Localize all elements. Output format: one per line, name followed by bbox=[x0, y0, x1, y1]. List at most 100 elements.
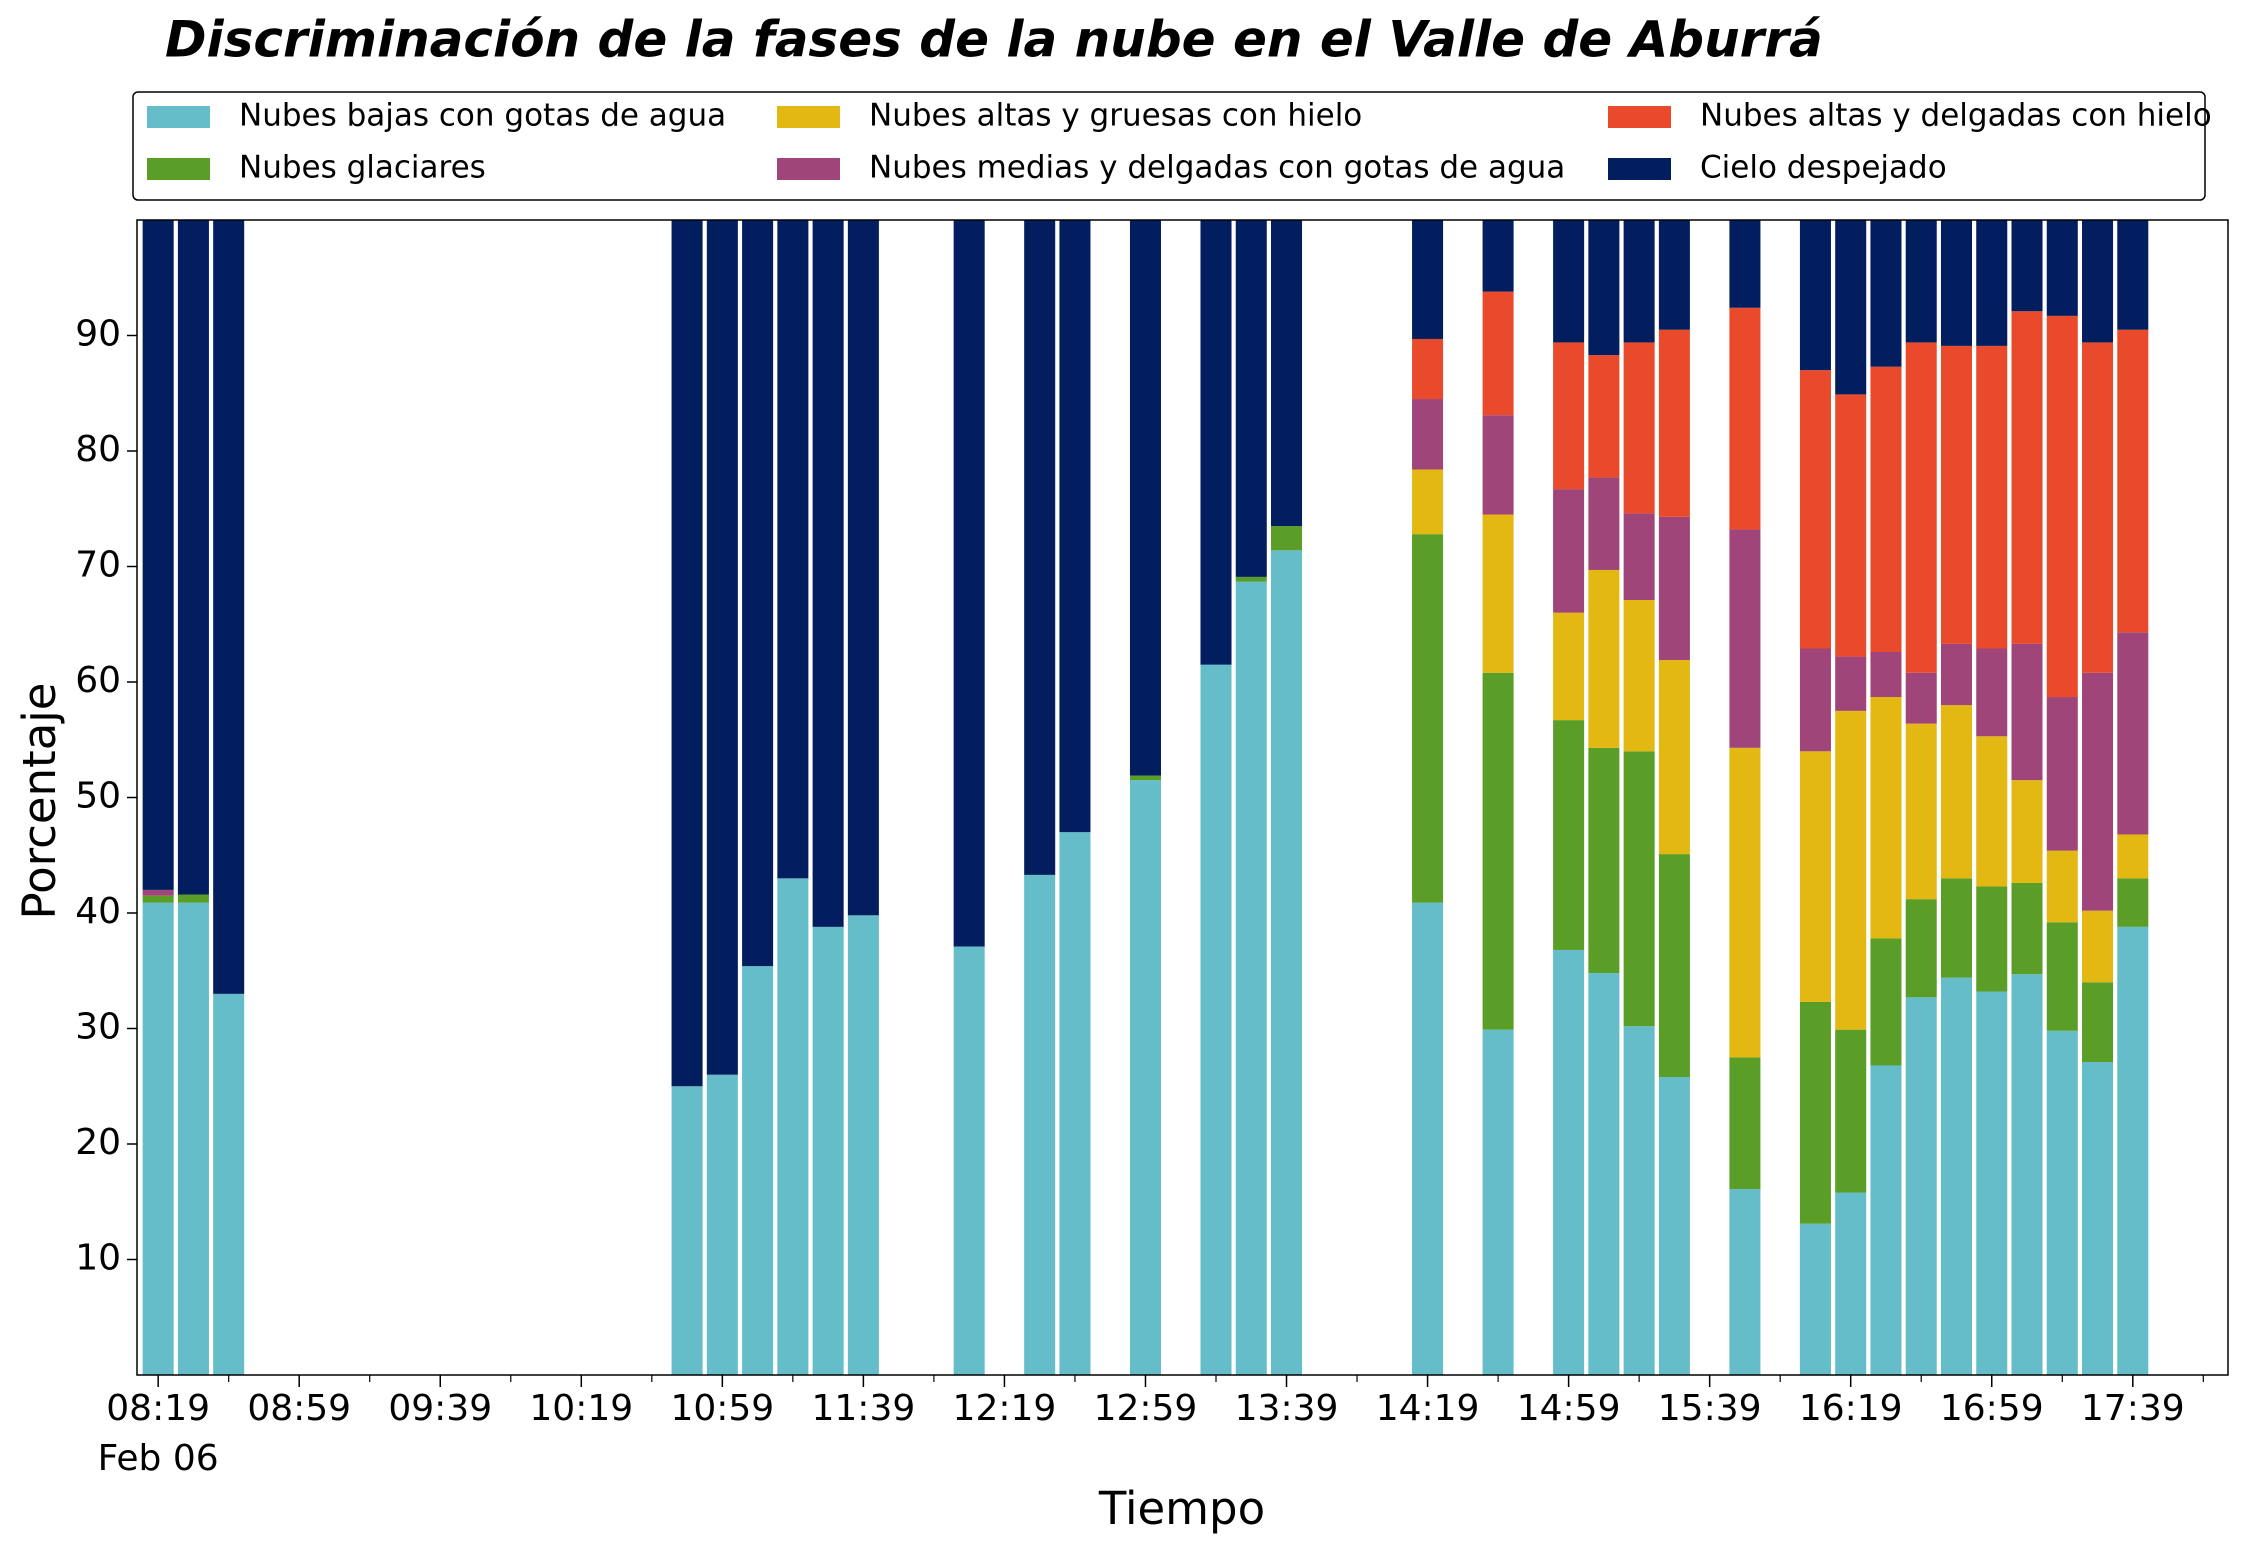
bar-segment bbox=[2117, 926, 2149, 1375]
bar-segment bbox=[2046, 1030, 2078, 1375]
bar-segment bbox=[706, 1074, 738, 1375]
bar-segment bbox=[1553, 342, 1585, 490]
bar-segment bbox=[1976, 991, 2008, 1375]
bar-segment bbox=[1482, 291, 1514, 416]
y-tick-label: 80 bbox=[75, 429, 121, 470]
legend-swatch bbox=[777, 106, 840, 128]
bar-segment bbox=[1976, 886, 2008, 992]
bar-segment bbox=[2117, 329, 2149, 633]
bar-segment bbox=[2117, 834, 2149, 879]
bar-segment bbox=[1940, 643, 1973, 706]
bar-segment bbox=[1588, 747, 1620, 974]
bar-segment bbox=[1412, 220, 1444, 339]
bar-segment bbox=[213, 220, 245, 994]
bar-segment bbox=[1799, 1001, 1831, 1224]
bar-segment bbox=[742, 966, 774, 1375]
bar-segment bbox=[812, 220, 844, 927]
legend-label: Nubes altas y gruesas con hielo bbox=[869, 98, 1362, 134]
x-tick-label: 08:59 bbox=[247, 1388, 351, 1429]
bar-segment bbox=[1129, 775, 1161, 781]
legend-swatch bbox=[147, 158, 210, 180]
bar-segment bbox=[1835, 394, 1867, 657]
bar-segment bbox=[1412, 399, 1444, 470]
bar-segment bbox=[2011, 780, 2043, 883]
x-tick-label: 13:39 bbox=[1235, 1388, 1339, 1429]
y-axis-label: Porcentaje bbox=[13, 683, 66, 920]
bar-segment bbox=[2046, 697, 2078, 851]
bar-segment bbox=[2011, 643, 2043, 781]
bar-segment bbox=[1870, 938, 1902, 1066]
bar-segment bbox=[671, 1086, 703, 1375]
bar-segment bbox=[1623, 751, 1655, 1027]
bar-segment bbox=[1623, 220, 1655, 343]
x-tick-label: 16:59 bbox=[1940, 1388, 2044, 1429]
chart-title: Discriminación de la fases de la nube en… bbox=[165, 11, 1823, 69]
bar-segment bbox=[847, 915, 879, 1375]
bar-segment bbox=[2117, 632, 2149, 835]
bar-segment bbox=[2046, 220, 2078, 316]
bar-segment bbox=[1482, 415, 1514, 515]
bar-segment bbox=[1940, 705, 1973, 879]
bar-segment bbox=[1623, 1026, 1655, 1375]
bar-segment bbox=[1553, 612, 1585, 721]
bar-segment bbox=[1588, 220, 1620, 356]
legend-label: Nubes glaciares bbox=[239, 150, 486, 186]
legend-swatch bbox=[777, 158, 840, 180]
x-tick-label: 14:19 bbox=[1376, 1388, 1480, 1429]
bar-segment bbox=[2011, 311, 2043, 644]
bar-segment bbox=[2082, 910, 2114, 983]
bar-segment bbox=[1658, 660, 1690, 855]
bar-segment bbox=[742, 220, 774, 967]
bar-segment bbox=[1976, 220, 2008, 346]
bar-segment bbox=[1729, 307, 1761, 530]
bar-segment bbox=[1588, 477, 1620, 570]
bar-segment bbox=[142, 889, 174, 896]
bar-segment bbox=[1835, 1192, 1867, 1375]
x-axis-label: Tiempo bbox=[1098, 1482, 1265, 1535]
bar-segment bbox=[1271, 526, 1303, 551]
bar-segment bbox=[1553, 220, 1585, 343]
x-tick-label: 10:59 bbox=[670, 1388, 774, 1429]
bar-segment bbox=[1729, 747, 1761, 1058]
bar-segment bbox=[2082, 1061, 2114, 1375]
bar-segment bbox=[177, 902, 209, 1375]
bar-segment bbox=[2011, 220, 2043, 312]
bar-segment bbox=[1870, 1065, 1902, 1375]
bar-segment bbox=[1482, 672, 1514, 1030]
x-tick-label: 15:39 bbox=[1658, 1388, 1762, 1429]
bar-segment bbox=[1553, 489, 1585, 613]
bar-segment bbox=[1623, 513, 1655, 600]
legend-box bbox=[132, 91, 2206, 201]
bar-segment bbox=[1588, 973, 1620, 1375]
bar-segment bbox=[1235, 220, 1267, 577]
bar-segment bbox=[1623, 342, 1655, 514]
bar-segment bbox=[1976, 736, 2008, 887]
bar-segment bbox=[1940, 345, 1973, 644]
y-tick-label: 90 bbox=[75, 314, 121, 355]
bar-segment bbox=[1482, 1029, 1514, 1375]
bar-segment bbox=[1412, 338, 1444, 400]
bar-segment bbox=[1059, 220, 1091, 833]
bar-segment bbox=[1905, 723, 1937, 900]
bar-segment bbox=[1024, 220, 1056, 875]
bar-segment bbox=[142, 895, 174, 903]
y-tick-label: 20 bbox=[75, 1122, 121, 1163]
bar-segment bbox=[1835, 656, 1867, 711]
bar-segment bbox=[1200, 664, 1232, 1375]
bar-segment bbox=[2082, 672, 2114, 911]
bar-segment bbox=[142, 220, 174, 890]
bar-segment bbox=[1940, 977, 1973, 1375]
bar-segment bbox=[213, 993, 245, 1375]
bar-segment bbox=[1799, 648, 1831, 752]
x-tick-label: 12:59 bbox=[1094, 1388, 1198, 1429]
bar-segment bbox=[2082, 220, 2114, 343]
legend-label: Nubes bajas con gotas de agua bbox=[239, 98, 726, 134]
bar-segment bbox=[1588, 355, 1620, 478]
bar-segment bbox=[1482, 220, 1514, 292]
bar-segment bbox=[1870, 366, 1902, 652]
bar-segment bbox=[1658, 854, 1690, 1078]
bar-segment bbox=[1870, 651, 1902, 698]
x-tick-label: 09:39 bbox=[388, 1388, 492, 1429]
bar-segment bbox=[671, 220, 703, 1087]
